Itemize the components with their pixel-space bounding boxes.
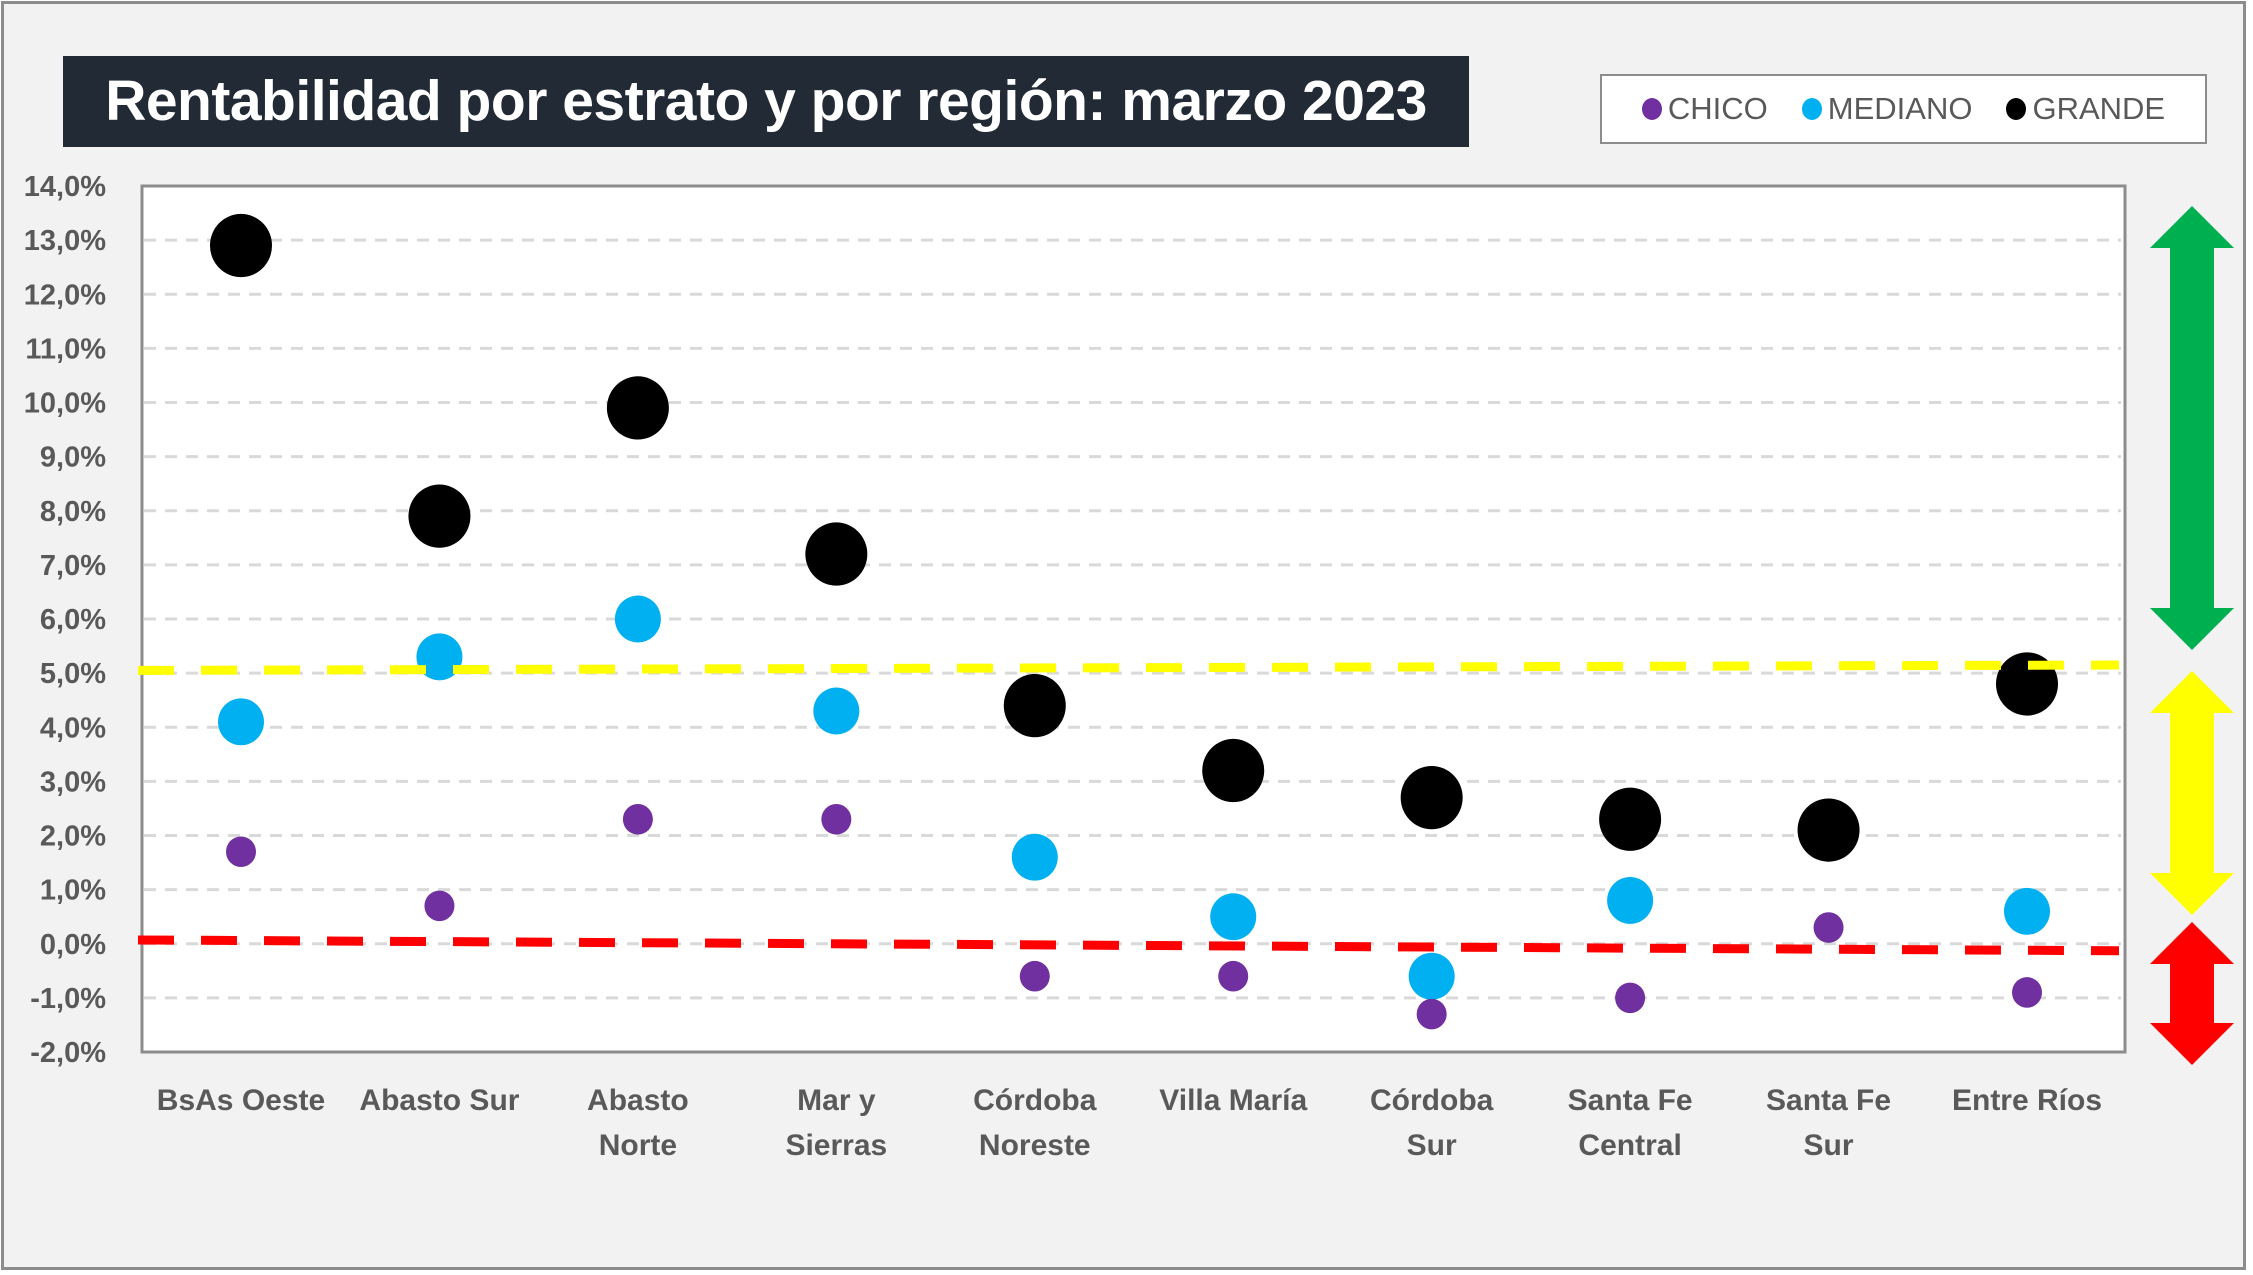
- data-point-chico: [1218, 960, 1249, 992]
- x-tick-label: Sur: [1407, 1129, 1457, 1162]
- data-point-chico: [424, 890, 455, 922]
- data-point-grande: [210, 213, 272, 278]
- y-tick-label: 11,0%: [25, 333, 106, 365]
- data-point-mediano: [416, 633, 463, 681]
- y-tick-label: 12,0%: [24, 279, 106, 311]
- y-tick-label: 0,0%: [40, 929, 106, 961]
- y-tick-label: -2,0%: [30, 1037, 106, 1069]
- y-tick-label: 4,0%: [40, 712, 106, 744]
- x-tick-label: Sur: [1804, 1129, 1854, 1162]
- data-point-grande: [805, 522, 868, 586]
- legend-marker-grande: [2006, 98, 2027, 120]
- y-tick-label: 7,0%: [40, 550, 106, 582]
- x-tick-label: Santa Fe: [1766, 1084, 1891, 1117]
- data-point-grande: [1797, 798, 1860, 862]
- legend-item-mediano: MEDIANO: [1801, 91, 1973, 127]
- data-point-chico: [1615, 982, 1646, 1014]
- data-point-grande: [1400, 765, 1463, 830]
- data-point-chico: [2012, 977, 2042, 1008]
- y-tick-label: 10,0%: [24, 388, 106, 420]
- data-point-chico: [1813, 912, 1844, 943]
- data-point-mediano: [813, 687, 860, 735]
- data-point-mediano: [614, 595, 661, 643]
- data-point-grande: [606, 376, 669, 440]
- data-point-mediano: [2004, 887, 2050, 935]
- x-tick-label: Córdoba: [1370, 1084, 1494, 1117]
- x-tick-label: Central: [1578, 1129, 1681, 1162]
- x-tick-label: Abasto Sur: [359, 1084, 519, 1117]
- legend-label-chico: CHICO: [1667, 91, 1768, 126]
- data-point-mediano: [1011, 833, 1058, 881]
- reference-line-umbral-cero: [137, 935, 2120, 956]
- legend: CHICO MEDIANO GRANDE: [1600, 74, 2207, 144]
- data-point-chico: [622, 803, 653, 835]
- x-tick-label: Noreste: [979, 1129, 1091, 1162]
- x-tick-label: Abasto: [587, 1084, 689, 1117]
- chart-title: Rentabilidad por estrato y por región: m…: [63, 56, 1469, 147]
- data-point-grande: [1202, 738, 1265, 803]
- data-point-grande: [1003, 673, 1066, 738]
- x-tick-label: Villa María: [1159, 1084, 1307, 1117]
- x-tick-label: Mar y: [797, 1084, 876, 1117]
- data-point-grande: [408, 484, 471, 548]
- red-band-arrow-icon: [2150, 922, 2234, 1065]
- y-tick-label: 6,0%: [40, 604, 106, 636]
- x-tick-label: Sierras: [785, 1129, 887, 1162]
- reference-line-umbral-alto: [137, 660, 2120, 675]
- legend-item-chico: CHICO: [1641, 91, 1768, 127]
- y-tick-label: 5,0%: [40, 658, 106, 690]
- data-point-mediano: [1210, 893, 1257, 941]
- legend-marker-mediano: [1801, 98, 1822, 120]
- data-point-mediano: [1607, 876, 1654, 924]
- yellow-band-arrow-icon: [2150, 671, 2234, 915]
- data-point-chico: [1019, 960, 1050, 992]
- y-tick-label: 13,0%: [24, 225, 106, 257]
- y-tick-label: 8,0%: [40, 496, 106, 528]
- data-point-mediano: [1408, 952, 1455, 1000]
- green-band-arrow-icon: [2150, 206, 2234, 650]
- x-tick-label: Córdoba: [973, 1084, 1097, 1117]
- x-tick-label: Entre Ríos: [1952, 1084, 2102, 1117]
- y-tick-label: 3,0%: [40, 766, 106, 798]
- y-tick-label: 1,0%: [40, 875, 106, 907]
- x-tick-label: Norte: [599, 1129, 677, 1162]
- legend-label-mediano: MEDIANO: [1827, 91, 1973, 126]
- y-tick-label: -1,0%: [30, 983, 106, 1015]
- data-point-chico: [821, 803, 852, 835]
- legend-label-grande: GRANDE: [2032, 91, 2166, 126]
- data-point-chico: [226, 836, 256, 868]
- x-tick-label: BsAs Oeste: [157, 1084, 325, 1117]
- data-point-chico: [1416, 998, 1447, 1030]
- data-point-grande: [1599, 787, 1662, 851]
- legend-item-grande: GRANDE: [2006, 91, 2165, 127]
- y-tick-label: 2,0%: [40, 821, 106, 853]
- y-tick-label: 14,0%: [24, 171, 106, 203]
- y-tick-label: 9,0%: [40, 442, 106, 474]
- x-tick-label: Santa Fe: [1568, 1084, 1693, 1117]
- data-point-mediano: [218, 698, 264, 746]
- legend-marker-chico: [1641, 98, 1662, 120]
